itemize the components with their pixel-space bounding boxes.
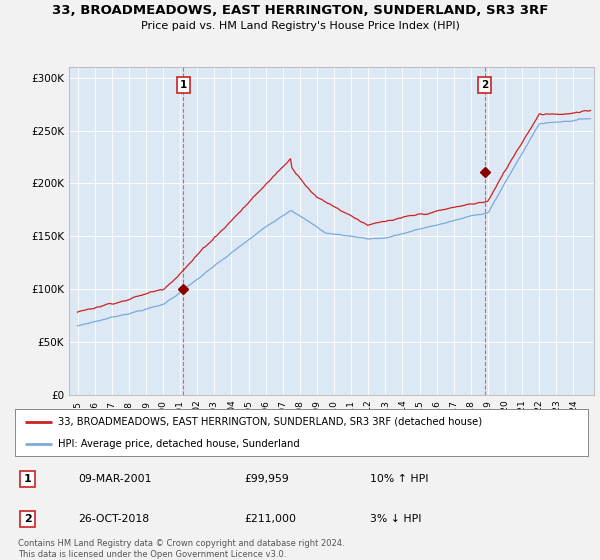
Text: 2: 2: [481, 80, 488, 90]
Text: 33, BROADMEADOWS, EAST HERRINGTON, SUNDERLAND, SR3 3RF (detached house): 33, BROADMEADOWS, EAST HERRINGTON, SUNDE…: [58, 417, 482, 427]
Text: £211,000: £211,000: [244, 514, 296, 524]
Text: HPI: Average price, detached house, Sunderland: HPI: Average price, detached house, Sund…: [58, 438, 300, 449]
Text: 10% ↑ HPI: 10% ↑ HPI: [370, 474, 429, 484]
Text: 33, BROADMEADOWS, EAST HERRINGTON, SUNDERLAND, SR3 3RF: 33, BROADMEADOWS, EAST HERRINGTON, SUNDE…: [52, 4, 548, 17]
Text: 3% ↓ HPI: 3% ↓ HPI: [370, 514, 422, 524]
Text: 26-OCT-2018: 26-OCT-2018: [78, 514, 149, 524]
Text: 09-MAR-2001: 09-MAR-2001: [78, 474, 152, 484]
Text: £99,959: £99,959: [244, 474, 289, 484]
Text: 1: 1: [180, 80, 187, 90]
Text: Contains HM Land Registry data © Crown copyright and database right 2024.
This d: Contains HM Land Registry data © Crown c…: [18, 539, 344, 559]
Text: 2: 2: [24, 514, 31, 524]
Text: Price paid vs. HM Land Registry's House Price Index (HPI): Price paid vs. HM Land Registry's House …: [140, 21, 460, 31]
Text: 1: 1: [24, 474, 31, 484]
